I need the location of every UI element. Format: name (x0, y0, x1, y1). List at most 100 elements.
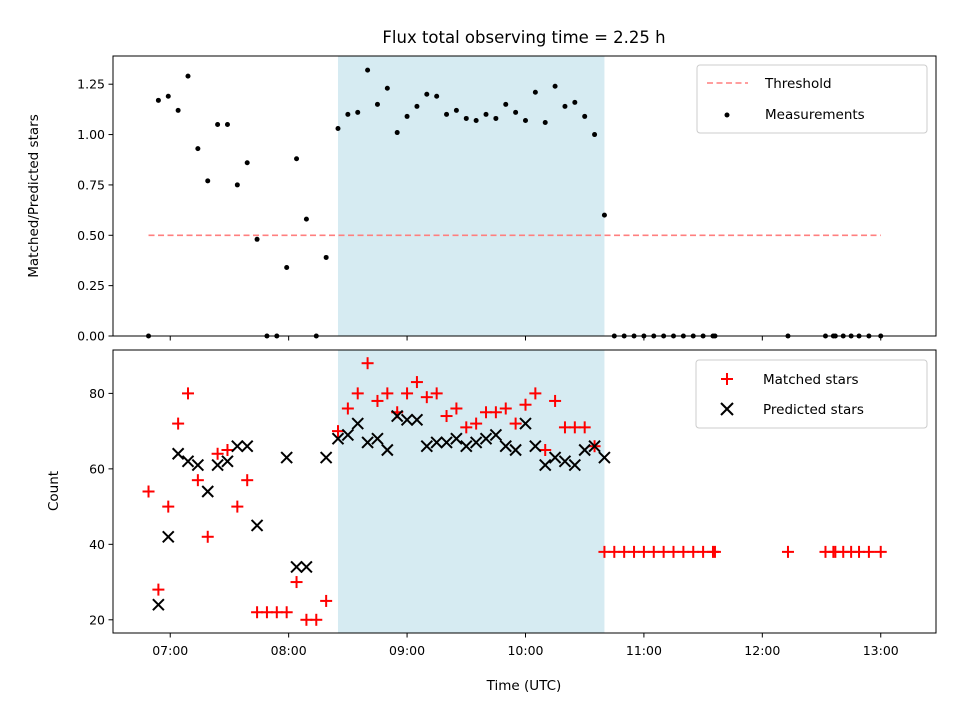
predicted-star-point (162, 530, 175, 543)
predicted-star-point (568, 458, 582, 472)
measurement-point (244, 160, 250, 166)
measurement-point (394, 130, 400, 136)
measurement-point (254, 236, 260, 242)
predicted-star-point (410, 413, 424, 427)
predicted-star-point (390, 409, 404, 423)
measurement-point (335, 126, 341, 132)
x-tick-label: 07:00 (152, 643, 188, 658)
predicted-star-point (430, 436, 443, 449)
matched-star-point (381, 387, 394, 400)
matched-star-point (578, 421, 591, 434)
measurement-point (424, 91, 430, 97)
legend-threshold-label: Threshold (764, 76, 832, 92)
predicted-star-point (598, 451, 611, 464)
matched-star-point (460, 421, 473, 434)
predicted-star-point (539, 458, 552, 472)
predicted-star-point (450, 432, 463, 445)
matched-star-point (162, 500, 175, 513)
measurement-point (374, 101, 380, 107)
measurement-point (434, 93, 440, 99)
predicted-star-point (400, 413, 414, 427)
top-x-ticks (169, 336, 882, 341)
x-tick-label: 13:00 (863, 643, 899, 658)
x-tick-label: 12:00 (744, 643, 780, 658)
matched-star-point (440, 410, 453, 423)
predicted-star-point (361, 436, 374, 449)
legend-predicted-label: Predicted stars (763, 402, 864, 418)
top-panel: 0.00 0.25 0.50 0.75 1.00 1.25 Matched/Predict… (26, 55, 937, 344)
predicted-star-point (211, 458, 224, 472)
matched-star-point (152, 583, 165, 596)
predicted-star-point (300, 560, 313, 574)
matched-star-point (430, 387, 443, 400)
matched-star-point (781, 545, 794, 558)
measurement-point (205, 178, 211, 184)
matched-star-point (450, 402, 463, 415)
bottom-panel: 07:00 08:00 09:00 10:00 11:00 12:00 13:00 20 40… (46, 349, 937, 694)
measurement-point (404, 113, 410, 119)
predicted-star-point (529, 440, 542, 453)
measurement-point (345, 111, 351, 117)
predicted-star-point (489, 428, 503, 442)
matched-star-point (549, 394, 562, 407)
matched-star-point (331, 425, 344, 438)
legend-measurements-swatch (724, 112, 730, 118)
x-tick-label: 10:00 (507, 643, 543, 658)
matched-star-point (221, 443, 234, 456)
bottom-plot-frame (112, 349, 937, 634)
legend-matched-swatch (721, 373, 733, 385)
predicted-star-point (171, 447, 185, 460)
y-tick-label: 80 (89, 386, 105, 401)
predicted-star-point (331, 432, 345, 445)
x-tick-label: 09:00 (389, 643, 425, 658)
measurement-point (592, 132, 598, 138)
predicted-star-point (231, 440, 244, 453)
predicted-star-point (460, 440, 473, 453)
predicted-star-point (201, 485, 214, 498)
measurement-point (365, 67, 371, 73)
predicted-star-point (351, 417, 364, 430)
measurement-point (493, 115, 499, 121)
y-tick-label: 0.00 (77, 329, 105, 344)
matched-star-point (499, 402, 512, 415)
matched-star-point (191, 474, 204, 487)
predicted-star-point (509, 443, 522, 457)
y-tick-label: 1.00 (77, 127, 105, 142)
measurement-point (155, 97, 161, 103)
y-tick-label: 40 (89, 537, 105, 552)
matched-star-point (470, 417, 483, 430)
y-tick-label: 60 (89, 461, 105, 476)
predicted-star-point (152, 598, 165, 611)
predicted-star-point (479, 432, 493, 445)
matched-star-point (401, 387, 414, 400)
measurement-point (185, 73, 191, 79)
y-tick-label: 0.50 (77, 228, 105, 243)
matched-star-point (489, 406, 502, 419)
measurement-point (503, 101, 509, 107)
measurement-point (195, 146, 201, 152)
predicted-star-point (371, 432, 384, 445)
matched-star-point (519, 398, 532, 411)
predicted-star-point (290, 560, 303, 574)
matched-star-point (201, 530, 214, 543)
top-legend: Threshold Measurements (696, 64, 928, 134)
measurement-point (463, 115, 469, 121)
matched-star-point (241, 474, 254, 487)
measurement-point (284, 265, 290, 271)
predicted-star-point (519, 417, 532, 430)
predicted-star-point (191, 458, 205, 472)
predicted-star-point (440, 436, 453, 449)
predicted-stars-points (152, 409, 611, 611)
measurement-point (294, 156, 300, 162)
matched-star-point (142, 485, 155, 498)
legend-matched-label: Matched stars (763, 372, 859, 388)
matched-star-point (874, 545, 887, 558)
matched-star-point (320, 594, 333, 607)
top-y-ticks: 0.00 0.25 0.50 0.75 1.00 1.25 (77, 77, 113, 344)
predicted-star-point (558, 455, 572, 468)
legend-measurements-label: Measurements (765, 107, 865, 123)
bottom-legend-box (695, 359, 928, 429)
measurement-point (582, 113, 588, 119)
measurement-point (542, 119, 548, 125)
